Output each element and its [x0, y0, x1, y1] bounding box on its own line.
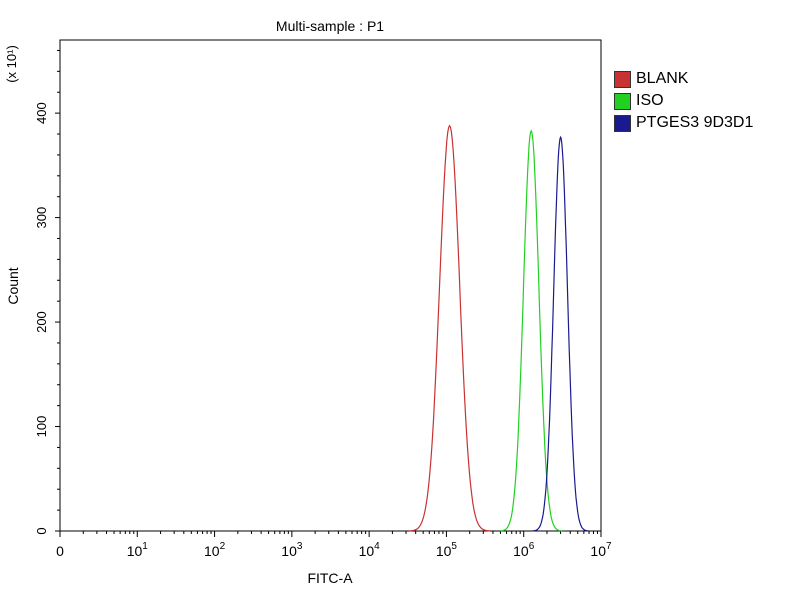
x-tick-label-base: 10 [590, 543, 606, 559]
x-tick-label-base: 10 [359, 543, 375, 559]
x-tick-label: 104 [359, 541, 381, 559]
legend-swatch [614, 92, 631, 110]
y-axis-multiplier: (x 10¹) [4, 45, 19, 83]
x-tick-label: 105 [436, 541, 458, 559]
chart-title: Multi-sample : P1 [276, 18, 384, 34]
x-tick-label-exponent: 4 [374, 541, 380, 552]
x-axis-label: FITC-A [307, 570, 353, 586]
x-axis: 0 101 102 103 104 105 106 107 [56, 531, 612, 559]
series-line-ptges3-9d3d1 [532, 135, 589, 532]
y-axis: 0 100 200 300 400 [34, 49, 60, 535]
legend-swatch [614, 70, 631, 88]
x-tick-label-exponent: 7 [606, 541, 612, 552]
x-tick-label-exponent: 5 [451, 541, 457, 552]
legend-item: BLANK [614, 68, 753, 90]
y-tick-label: 400 [34, 102, 49, 124]
x-tick-label: 106 [513, 541, 535, 559]
x-tick-label-exponent: 6 [529, 541, 535, 552]
y-tick-label: 300 [34, 207, 49, 229]
legend: BLANK ISO PTGES3 9D3D1 [614, 68, 753, 134]
x-tick-label: 0 [56, 543, 64, 559]
plot-frame [59, 39, 602, 532]
series-layer [409, 124, 589, 532]
series-line-blank [409, 124, 490, 532]
x-tick-label-base: 10 [281, 543, 297, 559]
x-tick-label-base: 10 [127, 543, 143, 559]
legend-swatch [614, 114, 631, 132]
x-tick-label-exponent: 2 [220, 541, 226, 552]
legend-label: PTGES3 9D3D1 [636, 114, 754, 131]
x-tick-label-exponent: 3 [297, 541, 303, 552]
x-tick-label: 101 [127, 541, 149, 559]
legend-label: BLANK [636, 70, 689, 87]
x-tick-label-base: 10 [436, 543, 452, 559]
x-tick-label-base: 10 [204, 543, 220, 559]
y-tick-label: 200 [34, 311, 49, 333]
x-tick-label: 102 [204, 541, 226, 559]
x-tick-label: 107 [590, 541, 612, 559]
legend-item: ISO [614, 90, 753, 112]
x-tick-label-base: 10 [513, 543, 529, 559]
x-tick-label: 103 [281, 541, 303, 559]
y-tick-label: 0 [34, 527, 49, 534]
y-tick-label: 100 [34, 416, 49, 438]
legend-label: ISO [636, 92, 664, 109]
series-line-iso [500, 129, 563, 532]
legend-item: PTGES3 9D3D1 [614, 112, 753, 134]
x-tick-label-base: 0 [56, 543, 64, 559]
y-axis-multiplier-text: (x 10¹) [4, 45, 19, 83]
x-tick-label-exponent: 1 [142, 541, 148, 552]
y-axis-label: Count [5, 267, 21, 304]
